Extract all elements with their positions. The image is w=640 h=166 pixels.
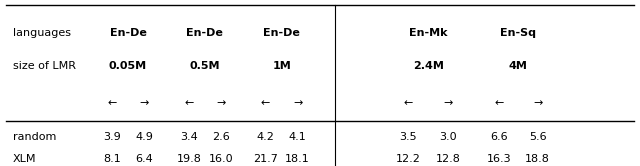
Text: 1M: 1M (272, 61, 291, 71)
Text: 2.4M: 2.4M (413, 61, 444, 71)
Text: →: → (216, 98, 225, 108)
Text: →: → (293, 98, 302, 108)
Text: 19.8: 19.8 (177, 154, 201, 164)
Text: →: → (533, 98, 542, 108)
Text: languages: languages (13, 28, 71, 38)
Text: 4M: 4M (509, 61, 528, 71)
Text: 0.5M: 0.5M (189, 61, 220, 71)
Text: 6.6: 6.6 (490, 132, 508, 142)
Text: ←: ← (404, 98, 413, 108)
Text: ←: ← (184, 98, 193, 108)
Text: En-De: En-De (263, 28, 300, 38)
Text: 21.7: 21.7 (253, 154, 278, 164)
Text: 2.6: 2.6 (212, 132, 230, 142)
Text: 12.8: 12.8 (436, 154, 460, 164)
Text: 18.1: 18.1 (285, 154, 310, 164)
Text: 4.1: 4.1 (289, 132, 307, 142)
Text: 3.0: 3.0 (439, 132, 457, 142)
Text: random: random (13, 132, 56, 142)
Text: ←: ← (495, 98, 504, 108)
Text: →: → (140, 98, 148, 108)
Text: En-Mk: En-Mk (409, 28, 447, 38)
Text: →: → (444, 98, 452, 108)
Text: 0.05M: 0.05M (109, 61, 147, 71)
Text: 16.0: 16.0 (209, 154, 233, 164)
Text: En-De: En-De (109, 28, 147, 38)
Text: ←: ← (261, 98, 270, 108)
Text: 12.2: 12.2 (396, 154, 420, 164)
Text: 16.3: 16.3 (487, 154, 511, 164)
Text: 18.8: 18.8 (525, 154, 550, 164)
Text: En-Sq: En-Sq (500, 28, 536, 38)
Text: 3.9: 3.9 (103, 132, 121, 142)
Text: ←: ← (108, 98, 116, 108)
Text: 6.4: 6.4 (135, 154, 153, 164)
Text: 4.2: 4.2 (257, 132, 275, 142)
Text: En-De: En-De (186, 28, 223, 38)
Text: XLM: XLM (13, 154, 36, 164)
Text: size of LMR: size of LMR (13, 61, 76, 71)
Text: 3.4: 3.4 (180, 132, 198, 142)
Text: 5.6: 5.6 (529, 132, 547, 142)
Text: 4.9: 4.9 (135, 132, 153, 142)
Text: 8.1: 8.1 (103, 154, 121, 164)
Text: 3.5: 3.5 (399, 132, 417, 142)
